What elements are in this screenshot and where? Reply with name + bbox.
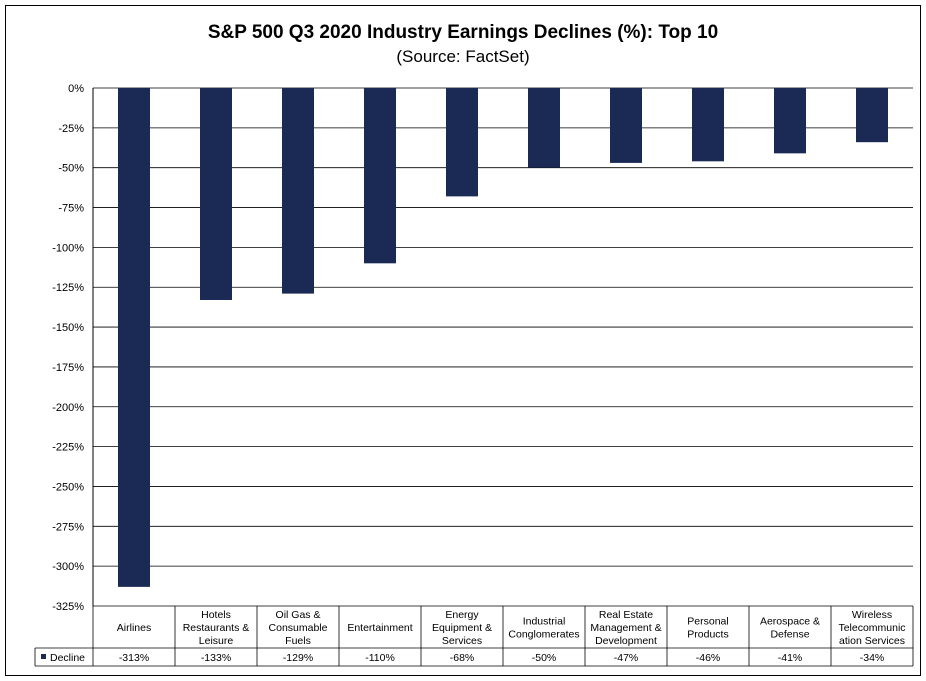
bar (446, 88, 478, 197)
x-category-label: Leisure (199, 635, 234, 647)
y-tick-label: -125% (52, 282, 84, 294)
x-category-label: Fuels (285, 635, 311, 647)
data-label: -313% (119, 652, 149, 664)
x-category-label: Development (595, 635, 657, 647)
x-category-label: Conglomerates (508, 629, 579, 641)
x-category-label: Airlines (117, 622, 151, 634)
data-label: -41% (778, 652, 803, 664)
x-category-label: Real Estate (599, 609, 653, 621)
legend-key (41, 654, 46, 659)
bar (282, 88, 314, 294)
y-tick-label: -100% (52, 242, 84, 254)
data-label: -110% (365, 652, 395, 664)
x-category-label: Hotels (201, 609, 231, 621)
x-category-label: Restaurants & (183, 622, 250, 634)
y-tick-label: -300% (52, 561, 84, 573)
x-category-label: Wireless (852, 609, 892, 621)
bar (200, 88, 232, 300)
bar (856, 88, 888, 143)
bar (774, 88, 806, 154)
x-category-label: Telecommunic (838, 622, 905, 634)
y-tick-label: -25% (58, 123, 84, 135)
y-tick-label: -275% (52, 521, 84, 533)
x-category-label: Aerospace & (760, 616, 820, 628)
x-category-label: Equipment & (432, 622, 492, 634)
data-label: -34% (860, 652, 885, 664)
bar (610, 88, 642, 163)
legend-label: Decline (50, 652, 85, 664)
x-category-label: Energy (445, 609, 479, 621)
x-category-label: Services (442, 635, 482, 647)
x-category-label: ation Services (839, 635, 905, 647)
data-label: -68% (450, 652, 475, 664)
y-tick-label: 0% (68, 83, 84, 95)
y-tick-label: -225% (52, 442, 84, 454)
x-category-label: Entertainment (347, 622, 412, 634)
x-category-label: Oil Gas & (276, 609, 321, 621)
bar (364, 88, 396, 264)
y-tick-label: -175% (52, 362, 84, 374)
y-tick-label: -75% (58, 203, 84, 215)
chart-subtitle: (Source: FactSet) (396, 47, 530, 66)
y-tick-label: -325% (52, 601, 84, 613)
bar (118, 88, 150, 587)
data-label: -133% (201, 652, 231, 664)
x-category-label: Consumable (269, 622, 328, 634)
chart-title: S&P 500 Q3 2020 Industry Earnings Declin… (207, 22, 719, 43)
data-label: -129% (283, 652, 313, 664)
x-category-label: Industrial (523, 616, 566, 628)
data-label: -50% (532, 652, 557, 664)
y-tick-label: -150% (52, 322, 84, 334)
y-tick-label: -50% (58, 163, 84, 175)
x-category-label: Defense (770, 629, 809, 641)
x-category-label: Personal (687, 616, 728, 628)
y-tick-label: -200% (52, 402, 84, 414)
bar (692, 88, 724, 162)
data-label: -47% (614, 652, 639, 664)
bar (528, 88, 560, 168)
x-category-label: Products (687, 629, 728, 641)
x-category-label: Management & (590, 622, 661, 634)
y-tick-label: -250% (52, 481, 84, 493)
data-label: -46% (696, 652, 721, 664)
